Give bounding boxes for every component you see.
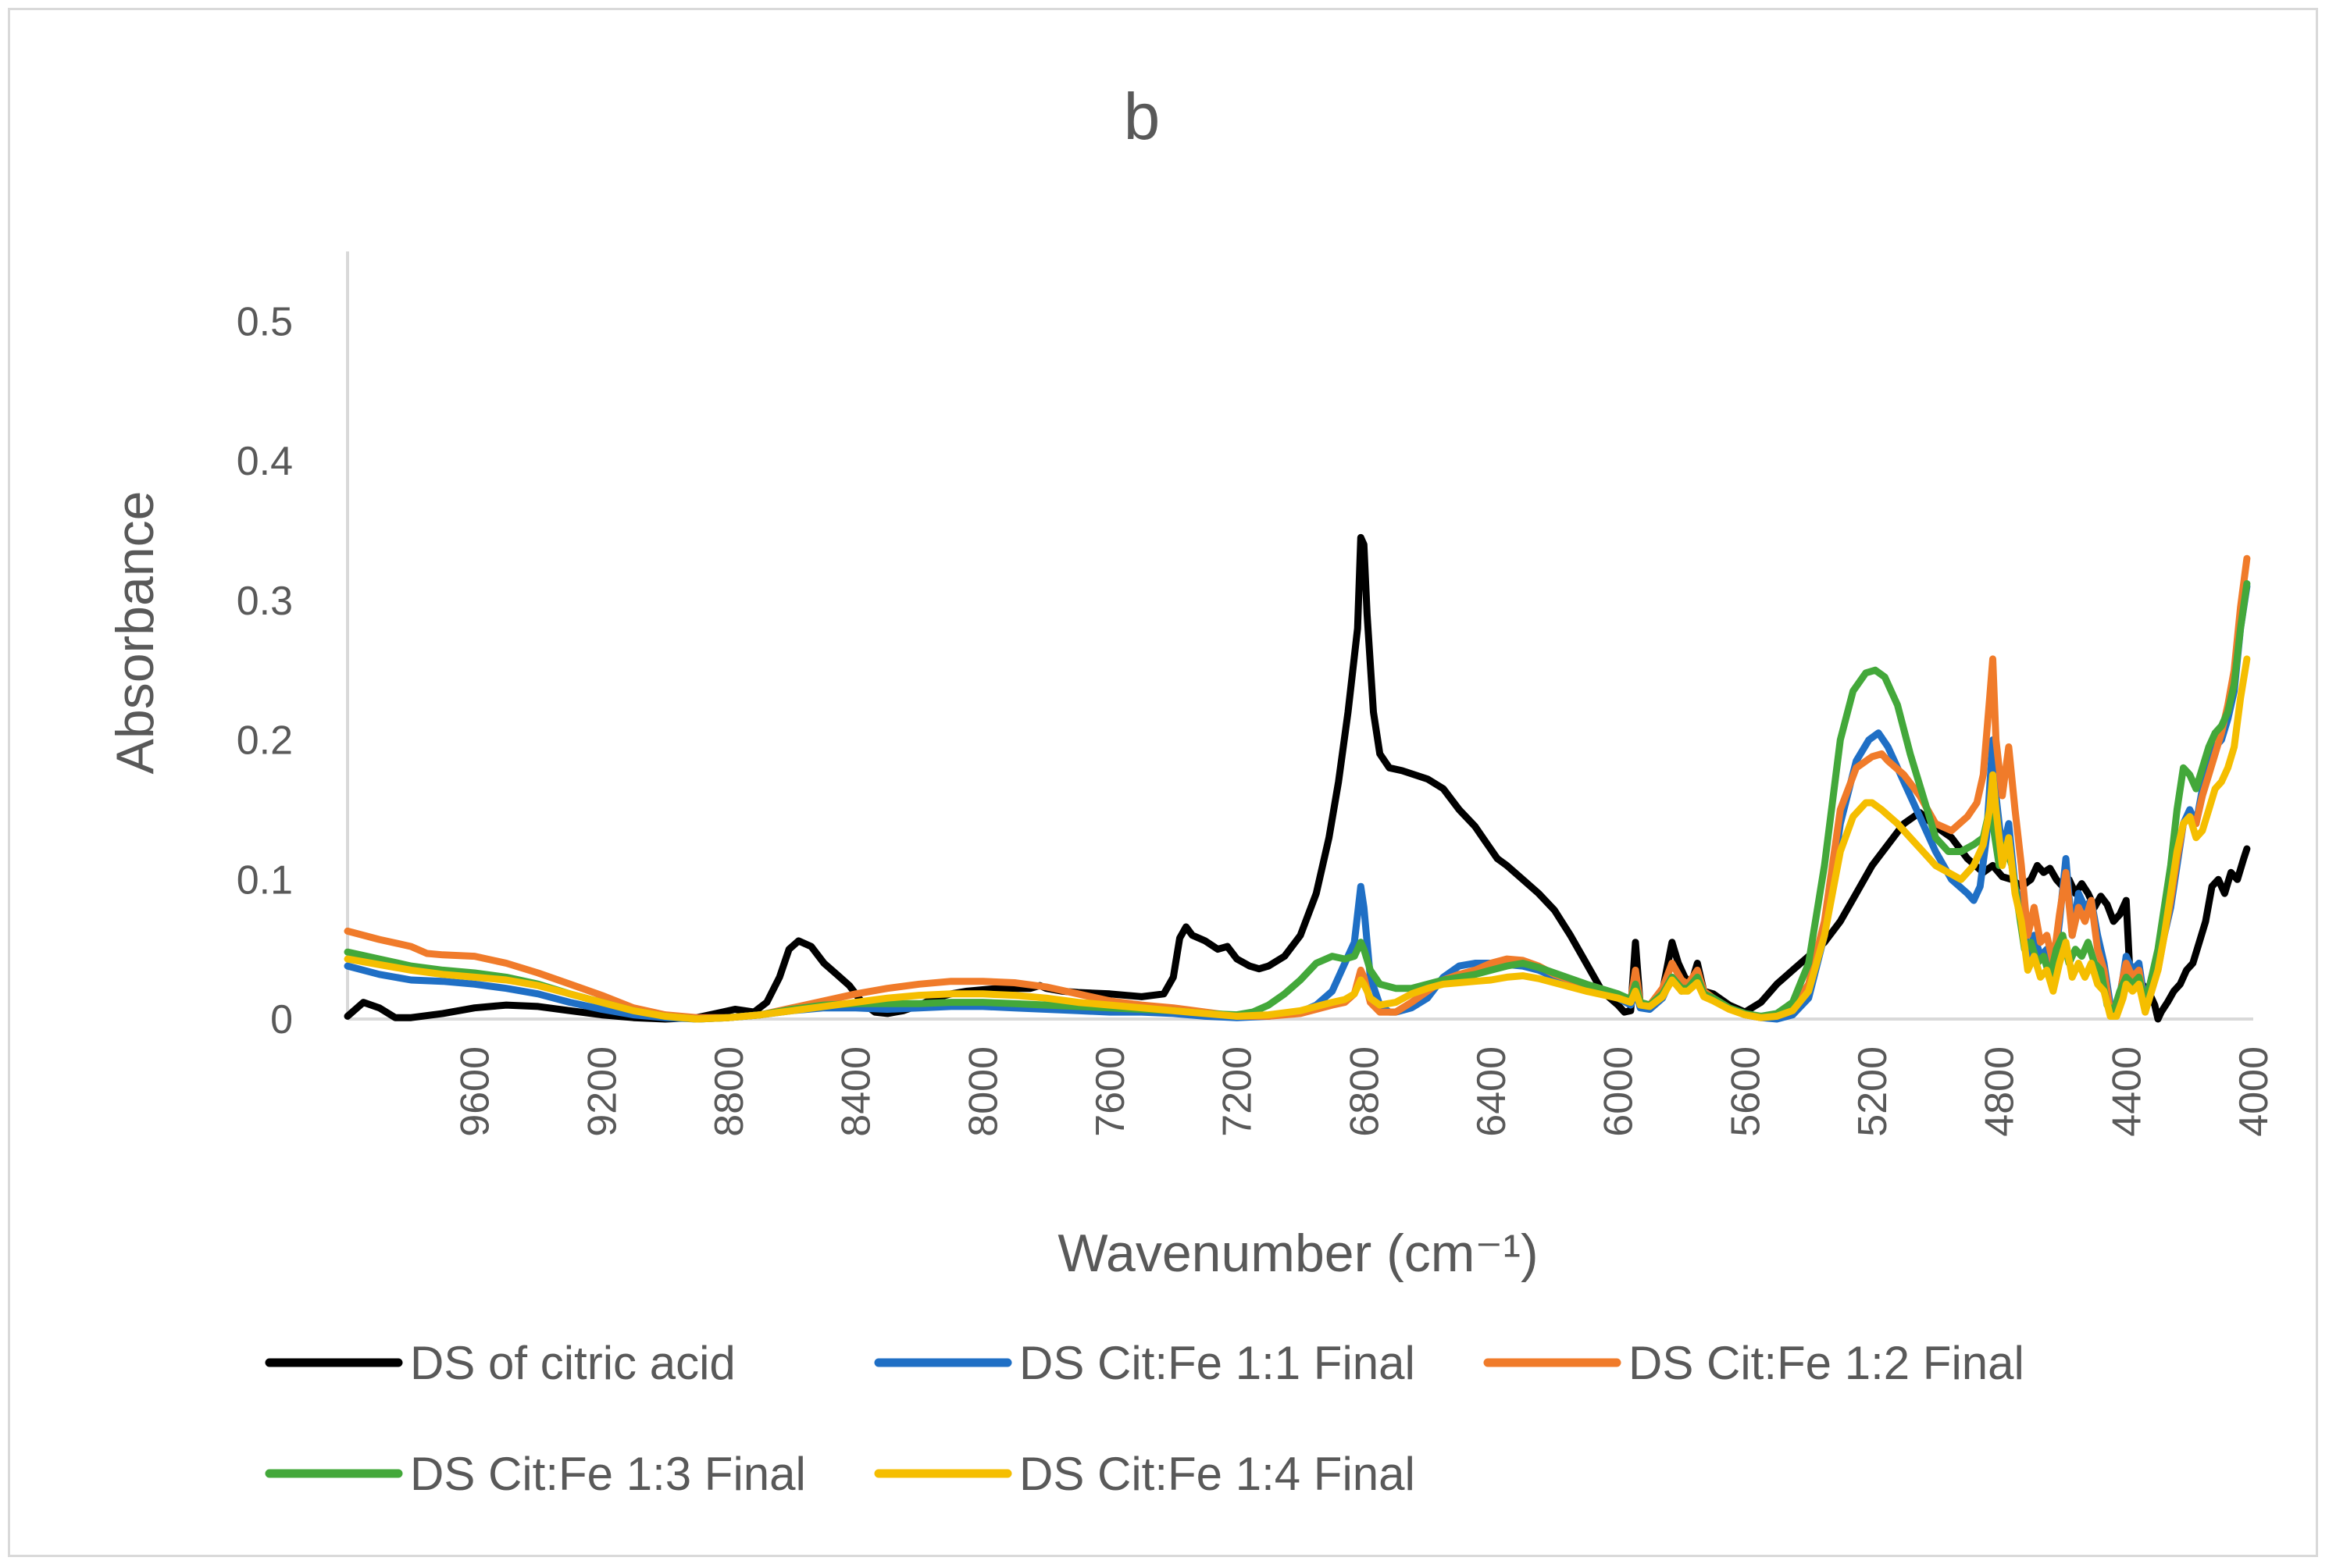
x-tick-label: 9200 [580,1046,625,1137]
legend-label-3: DS Cit:Fe 1:2 Final [1628,1337,2024,1389]
series-lines [344,533,2251,1023]
series-line-5 [344,655,2251,1023]
x-tick-label: 9600 [453,1046,498,1137]
x-tick-label: 4400 [2104,1046,2149,1137]
x-tick-label: 5600 [1723,1046,1768,1137]
y-tick-labels: 0 0.1 0.2 0.3 0.4 0.5 [237,299,293,1042]
y-tick-label: 0 [270,997,293,1042]
x-tick-label: 8000 [961,1046,1006,1137]
plot-area [344,251,2253,1023]
y-tick-label: 0.4 [237,439,293,484]
legend-label-1: DS of citric acid [410,1337,736,1389]
series-line-2 [344,583,2251,1023]
series-line-3 [344,554,2251,1021]
x-tick-labels: 9600 9200 8800 8400 8000 7600 7200 6800 6400 6000… [453,1046,2277,1137]
chart-area [8,8,2318,1557]
x-tick-label: 4800 [1978,1046,2023,1137]
y-tick-label: 0.1 [237,857,293,903]
y-tick-label: 0.5 [237,299,293,344]
series-line-1 [344,533,2251,1023]
legend: DS of citric acid DS Cit:Fe 1:1 Final DS C… [265,1337,2024,1500]
x-tick-label: 6800 [1342,1046,1387,1137]
x-tick-label: 8400 [834,1046,879,1137]
series-line-4 [344,579,2251,1023]
x-tick-label: 6400 [1469,1046,1514,1137]
legend-label-5: DS Cit:Fe 1:4 Final [1019,1448,1415,1500]
x-tick-label: 7200 [1215,1046,1261,1137]
x-tick-label: 8800 [707,1046,752,1137]
legend-label-2: DS Cit:Fe 1:1 Final [1019,1337,1415,1389]
chart-title: b [1124,80,1161,153]
x-tick-label: 7600 [1088,1046,1133,1137]
y-tick-label: 0.2 [237,718,293,764]
x-axis-title: Wavenumber (cm⁻¹) [1058,1224,1538,1283]
y-axis-title: Absorbance [105,491,165,775]
y-tick-label: 0.3 [237,579,293,624]
x-tick-label: 6000 [1596,1046,1642,1137]
x-tick-label: 5200 [1850,1046,1896,1137]
legend-label-4: DS Cit:Fe 1:3 Final [410,1448,806,1500]
x-tick-label: 4000 [2231,1046,2277,1137]
